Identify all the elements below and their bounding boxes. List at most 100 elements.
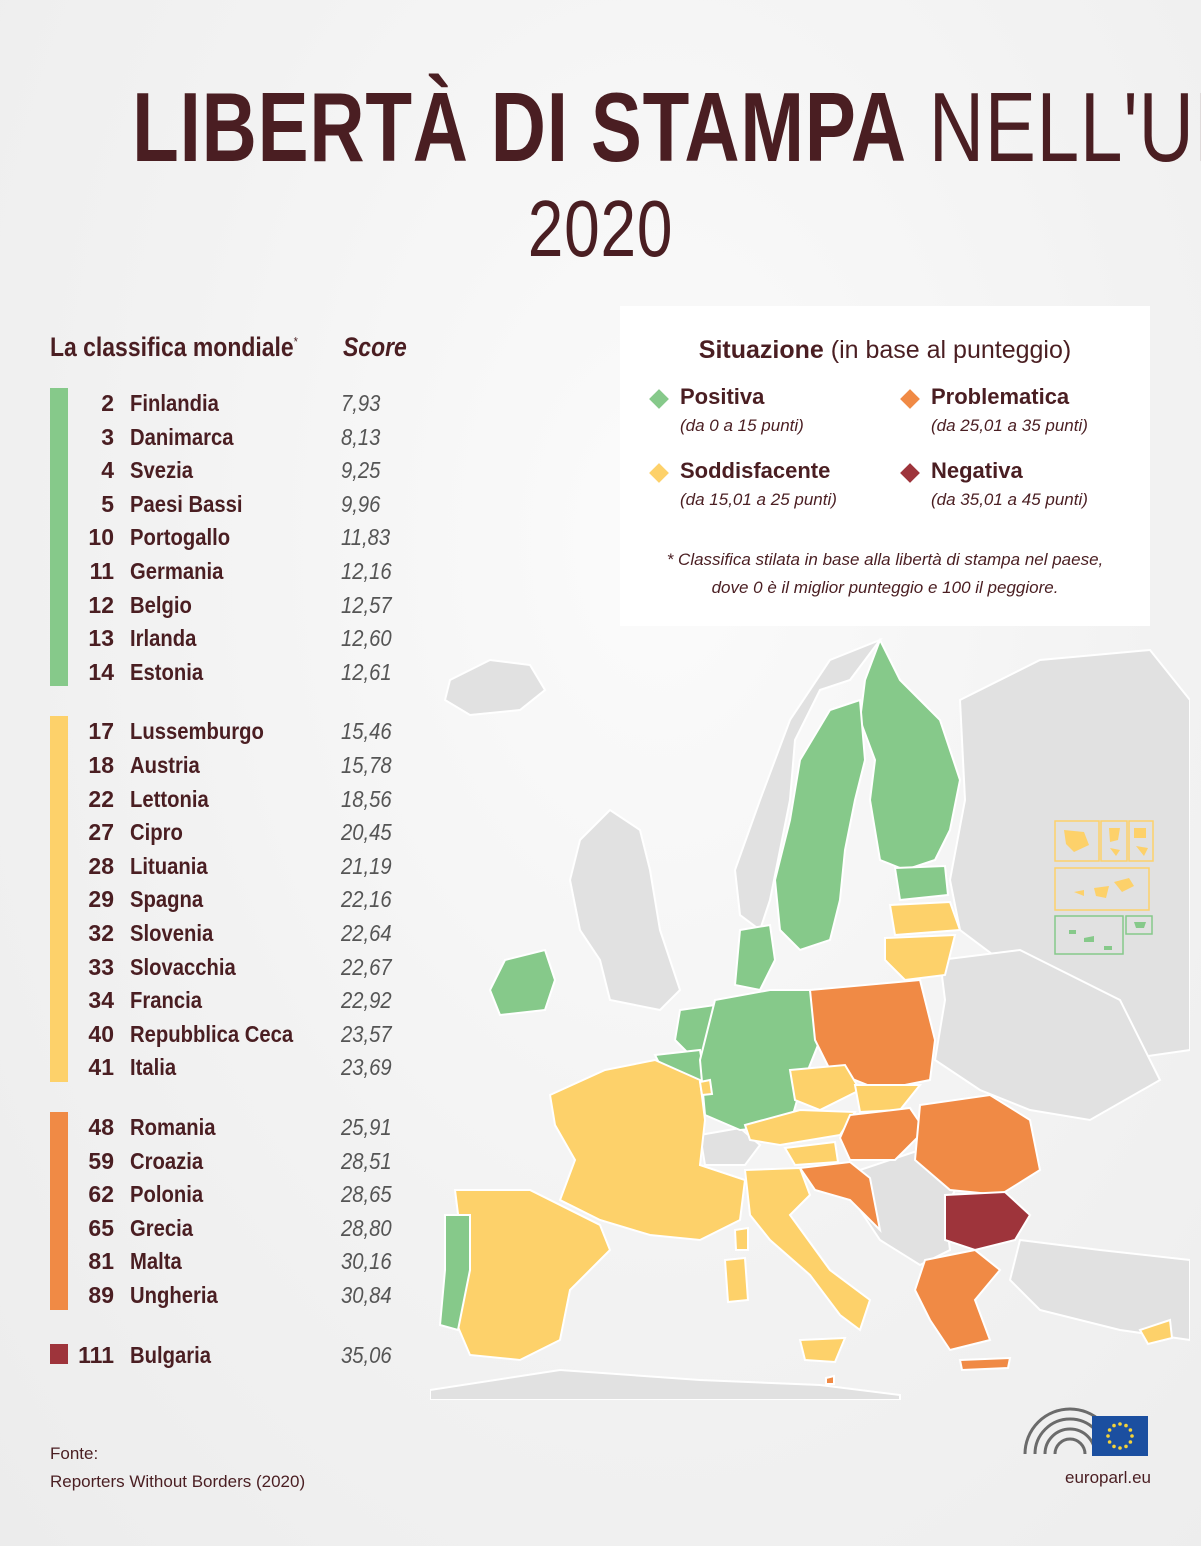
country-score: 22,67 xyxy=(341,953,392,980)
title-light: NELL'UE xyxy=(928,72,1201,182)
rank-number: 27 xyxy=(88,819,114,846)
rank-number: 10 xyxy=(88,524,114,551)
country-score: 15,78 xyxy=(341,752,392,778)
rank-number: 34 xyxy=(88,987,114,1014)
rank-number: 11 xyxy=(89,558,114,584)
map-cyprus xyxy=(1138,1318,1174,1346)
map-ireland xyxy=(488,948,557,1017)
country-score: 35,06 xyxy=(341,1341,392,1368)
legend-title-bold: Situazione xyxy=(698,336,824,364)
rank-number: 111 xyxy=(78,1341,114,1368)
country-name: Lussemburgo xyxy=(130,718,264,745)
map-iceland xyxy=(443,658,547,717)
country-name: Germania xyxy=(130,558,224,584)
map-sweden xyxy=(773,698,867,952)
country-score: 12,57 xyxy=(341,591,392,618)
score-header: Score xyxy=(343,332,407,362)
category-bar-satisfactory xyxy=(50,716,68,1082)
country-score: 28,80 xyxy=(341,1214,392,1241)
map-malta xyxy=(825,1374,835,1385)
country-name: Austria xyxy=(130,752,200,778)
rank-number: 32 xyxy=(88,920,114,946)
title-year: 2020 xyxy=(527,184,674,273)
rank-number: 28 xyxy=(88,852,114,879)
country-name: Slovenia xyxy=(130,920,214,946)
country-score: 30,84 xyxy=(341,1282,392,1308)
country-score: 12,60 xyxy=(341,625,392,652)
country-score: 9,96 xyxy=(341,490,381,517)
source-text: Reporters Without Borders (2020) xyxy=(50,1472,306,1491)
map-france xyxy=(548,1058,747,1242)
rank-number: 81 xyxy=(88,1248,114,1275)
map-estonia xyxy=(893,864,950,902)
map-north-africa xyxy=(430,1368,901,1400)
country-name: Lituania xyxy=(130,852,208,879)
map-greece xyxy=(913,1248,1002,1352)
legend-label: Negativa xyxy=(931,458,1023,483)
ranking-header-text: La classifica mondiale xyxy=(50,332,294,362)
rank-number: 89 xyxy=(88,1282,114,1308)
legend-diamond-icon xyxy=(900,463,920,483)
map-finland xyxy=(858,637,962,872)
country-name: Lettonia xyxy=(130,785,209,812)
rank-number: 13 xyxy=(88,625,114,652)
country-score: 9,25 xyxy=(341,457,381,484)
source: Fonte: Reporters Without Borders (2020) xyxy=(50,1440,305,1496)
country-score: 23,69 xyxy=(341,1054,392,1081)
legend-note: * Classifica stilata in base alla libert… xyxy=(620,546,1150,602)
map-austria xyxy=(743,1108,857,1147)
rank-number: 22 xyxy=(88,785,114,812)
country-name: Irlanda xyxy=(130,625,197,652)
legend-range: (da 15,01 a 25 punti) xyxy=(680,490,837,509)
country-score: 12,16 xyxy=(341,558,392,584)
country-score: 23,57 xyxy=(341,1020,392,1047)
rank-number: 17 xyxy=(88,718,114,745)
rank-number: 12 xyxy=(88,591,114,618)
country-name: Slovacchia xyxy=(130,953,236,980)
map-romania xyxy=(913,1093,1042,1197)
rank-number: 59 xyxy=(88,1147,114,1174)
country-score: 28,65 xyxy=(341,1181,392,1208)
map-slovenia xyxy=(783,1140,840,1167)
country-name: Italia xyxy=(130,1054,177,1081)
map-belarus-ukraine xyxy=(933,948,1162,1122)
legend-range: (da 25,01 a 35 punti) xyxy=(931,416,1088,435)
title-bold: LIBERTÀ DI STAMPA xyxy=(132,72,907,182)
map-uk xyxy=(568,808,682,1012)
country-score: 22,64 xyxy=(341,920,392,946)
eu-map xyxy=(430,637,1190,1400)
legend-diamond-icon xyxy=(900,389,920,409)
country-score: 11,83 xyxy=(341,524,391,551)
ranking-header: La classifica mondiale* xyxy=(50,332,298,363)
rank-number: 29 xyxy=(88,886,114,913)
country-name: Svezia xyxy=(130,457,194,484)
legend-range: (da 0 a 15 punti) xyxy=(680,416,804,435)
country-name: Bulgaria xyxy=(130,1341,211,1368)
eu-stars-icon xyxy=(1106,1422,1134,1450)
country-name: Portogallo xyxy=(130,524,231,551)
legend-note-line: dove 0 è il miglior punteggio e 100 il p… xyxy=(711,578,1059,597)
legend-box: Situazione (in base al punteggio) Positi… xyxy=(620,306,1150,626)
map-sicily xyxy=(798,1336,847,1364)
map-germany xyxy=(698,989,822,1132)
country-name: Spagna xyxy=(130,886,204,913)
source-label: Fonte: xyxy=(50,1444,99,1463)
legend-label: Problematica xyxy=(931,384,1070,409)
country-name: Cipro xyxy=(130,819,183,846)
map-portugal xyxy=(438,1214,471,1332)
rank-number: 40 xyxy=(88,1020,114,1047)
legend-label: Positiva xyxy=(680,384,765,409)
rank-number: 4 xyxy=(101,457,114,484)
eu-flag-icon xyxy=(1092,1416,1148,1456)
outermost-regions-insets xyxy=(1054,820,1154,955)
legend-range: (da 35,01 a 45 punti) xyxy=(931,490,1088,509)
legend-title-light: (in base al punteggio) xyxy=(830,336,1072,364)
country-score: 22,16 xyxy=(341,886,392,913)
legend-note-line: * Classifica stilata in base alla libert… xyxy=(666,550,1104,569)
site-link[interactable]: europarl.eu xyxy=(1065,1468,1152,1487)
map-italy xyxy=(743,1166,872,1332)
page-title: LIBERTÀ DI STAMPA NELL'UE xyxy=(132,72,1201,182)
country-name: Francia xyxy=(130,987,203,1014)
map-spain xyxy=(453,1189,612,1362)
category-bar-positive xyxy=(50,388,68,687)
